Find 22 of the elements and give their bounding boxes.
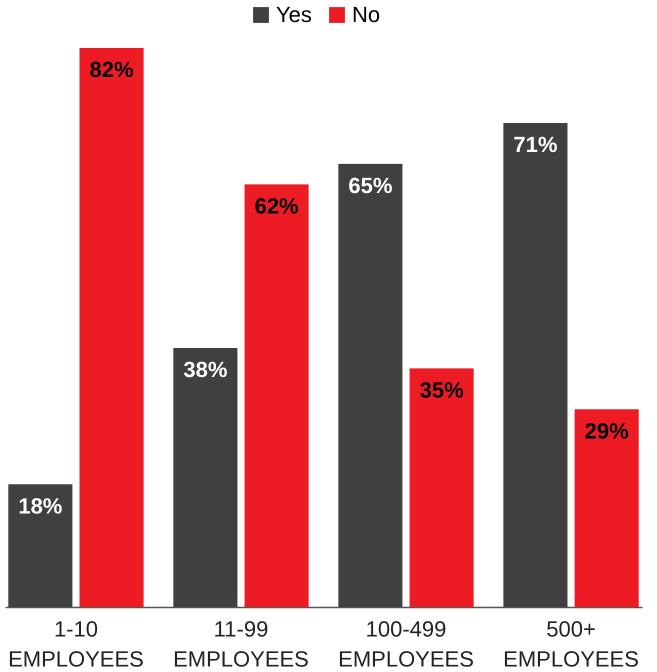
bar	[244, 184, 309, 607]
data-label: 38%	[183, 356, 228, 382]
bar	[410, 368, 474, 607]
bar	[338, 164, 402, 607]
bar	[80, 48, 144, 607]
x-tick-label: 100-499 EMPLOYEES	[338, 616, 474, 672]
x-tick-label: 11-99 EMPLOYEES	[173, 616, 309, 672]
legend-label: No	[352, 2, 380, 27]
x-tick-label: 500+ EMPLOYEES	[503, 616, 639, 672]
data-label: 62%	[254, 193, 299, 218]
data-label: 35%	[420, 377, 464, 402]
x-tick-label: 1-10 EMPLOYEES	[8, 616, 144, 672]
bar	[503, 122, 568, 607]
data-label: 71%	[513, 132, 558, 157]
data-label: 65%	[348, 172, 392, 198]
bar	[574, 409, 639, 607]
data-label: 82%	[90, 57, 134, 82]
bar	[173, 348, 238, 607]
bar	[8, 484, 72, 607]
data-label: 18%	[18, 493, 62, 518]
legend-label: Yes	[276, 2, 312, 27]
data-label: 29%	[584, 418, 629, 444]
